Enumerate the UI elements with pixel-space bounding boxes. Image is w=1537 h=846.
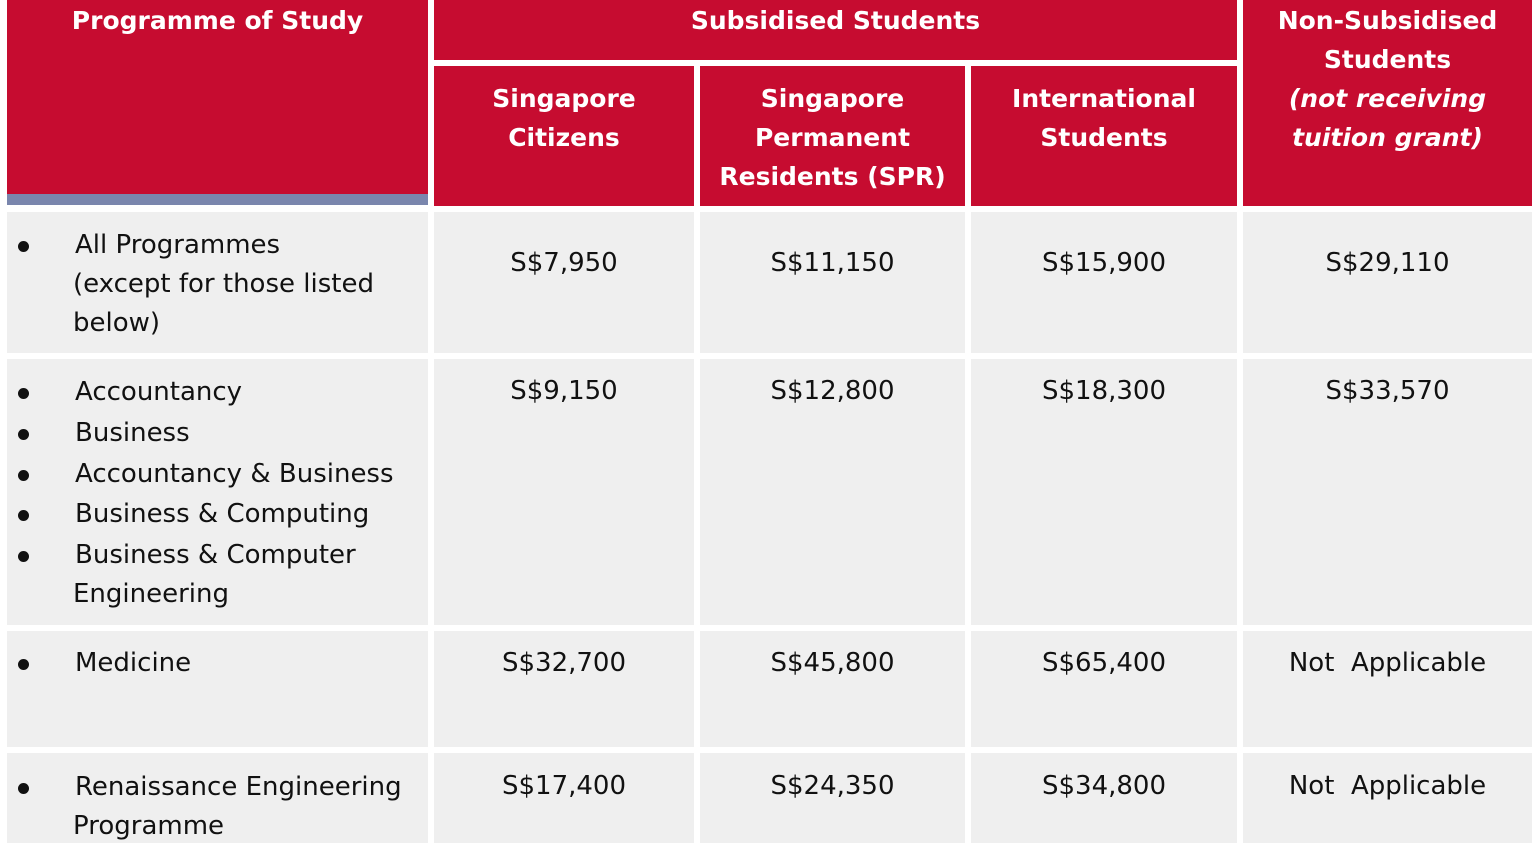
fee-spr-cell: S$12,800 — [700, 359, 965, 625]
programme-name: All Programmes — [75, 230, 281, 260]
fee-non-subsidised-cell: S$29,110 — [1243, 212, 1532, 353]
header-citizens-cell: Singapore Citizens — [434, 66, 694, 206]
fee-value: S$18,300 — [1041, 376, 1167, 406]
header-subsidised-cell: Subsidised Students — [434, 0, 1237, 60]
fee-value: S$29,110 — [1325, 248, 1450, 278]
programme-note: (except for those listed — [73, 269, 374, 299]
header-spr-cell: Singapore Permanent Residents (SPR) — [700, 66, 965, 206]
header-non-subsidised-line: Non-Subsidised — [1277, 6, 1498, 35]
fee-value: S$45,800 — [770, 648, 895, 678]
fee-value: S$32,700 — [501, 648, 627, 678]
programme-name: Business & Computer — [75, 540, 356, 570]
header-programme-label: Programme of Study — [71, 6, 364, 35]
header-citizens-line: Singapore — [492, 84, 636, 113]
programme-item: Accountancy & Business — [7, 455, 428, 495]
fee-value: S$11,150 — [770, 248, 895, 278]
programme-item: All Programmes (except for those listed … — [7, 226, 428, 343]
header-non-subsidised-line: Students — [1323, 45, 1452, 74]
programme-name: Accountancy & Business — [75, 459, 394, 489]
header-international-line: Students — [1040, 123, 1168, 152]
bullet-icon — [18, 429, 29, 440]
programme-name: Business — [75, 418, 190, 448]
fee-spr-cell: S$11,150 — [700, 212, 965, 353]
fee-citizens-cell: S$32,700 — [434, 631, 694, 747]
bullet-icon — [18, 470, 29, 481]
fee-citizens-cell: S$17,400 — [434, 753, 694, 843]
programme-item: Business — [7, 414, 428, 455]
fee-citizens-cell: S$9,150 — [434, 359, 694, 625]
table-row-programme-cell: Renaissance Engineering Programme — [7, 753, 428, 843]
fee-value: S$9,150 — [510, 376, 618, 406]
header-subsidised-label: Subsidised Students — [690, 6, 981, 35]
fee-value: S$33,570 — [1325, 376, 1450, 406]
fee-citizens-cell: S$7,950 — [434, 212, 694, 353]
header-programme-cell: Programme of Study — [7, 0, 428, 194]
header-non-subsidised-note: (not receiving — [1288, 84, 1487, 113]
bullet-icon — [18, 510, 29, 521]
header-non-subsidised-cell: Non-Subsidised Students (not receiving t… — [1243, 0, 1532, 206]
table-row-programme-cell: Accountancy Business Accountancy & Busin… — [7, 359, 428, 625]
programme-item: Medicine — [7, 644, 428, 683]
programme-name: Business & Computing — [75, 499, 370, 529]
fee-value: S$12,800 — [770, 376, 895, 406]
bullet-icon — [18, 241, 29, 252]
header-spr-line: Residents (SPR) — [719, 162, 946, 191]
programme-item: Business & Computer Engineering — [7, 536, 428, 614]
programme-name: Renaissance Engineering — [75, 772, 402, 802]
programme-note: below) — [73, 308, 161, 338]
fee-international-cell: S$15,900 — [971, 212, 1237, 353]
header-citizens-line: Citizens — [508, 123, 620, 152]
header-spr-line: Singapore — [760, 84, 905, 113]
header-non-subsidised-note: tuition grant) — [1292, 123, 1483, 152]
bullet-icon — [18, 551, 29, 562]
fee-international-cell: S$34,800 — [971, 753, 1237, 843]
programme-item: Business & Computing — [7, 495, 428, 536]
fee-value: S$17,400 — [501, 771, 627, 801]
programme-name: Medicine — [75, 648, 192, 678]
fee-value: Not Applicable — [1288, 771, 1487, 801]
programme-name: Engineering — [73, 579, 229, 609]
fee-non-subsidised-cell: S$33,570 — [1243, 359, 1532, 625]
header-accent-bar — [7, 194, 428, 205]
programme-item: Accountancy — [7, 373, 428, 414]
programme-item: Renaissance Engineering Programme — [7, 768, 428, 846]
programme-name: Accountancy — [75, 377, 243, 407]
header-international-cell: International Students — [971, 66, 1237, 206]
fee-spr-cell: S$45,800 — [700, 631, 965, 747]
fee-value: S$24,350 — [770, 771, 895, 801]
fee-international-cell: S$18,300 — [971, 359, 1237, 625]
fee-spr-cell: S$24,350 — [700, 753, 965, 843]
fee-value: S$65,400 — [1041, 648, 1167, 678]
fee-non-subsidised-cell: Not Applicable — [1243, 631, 1532, 747]
fee-international-cell: S$65,400 — [971, 631, 1237, 747]
programme-name: Programme — [73, 811, 225, 841]
table-row-programme-cell: All Programmes (except for those listed … — [7, 212, 428, 353]
bullet-icon — [18, 659, 29, 670]
fee-non-subsidised-cell: Not Applicable — [1243, 753, 1532, 843]
header-international-line: International — [1012, 84, 1196, 113]
fee-value: Not Applicable — [1288, 648, 1487, 678]
header-spr-line: Permanent — [754, 123, 911, 152]
fee-value: S$34,800 — [1041, 771, 1167, 801]
table-row-programme-cell: Medicine — [7, 631, 428, 747]
fee-value: S$7,950 — [510, 248, 618, 278]
bullet-icon — [18, 783, 29, 794]
bullet-icon — [18, 388, 29, 399]
fee-value: S$15,900 — [1041, 248, 1167, 278]
